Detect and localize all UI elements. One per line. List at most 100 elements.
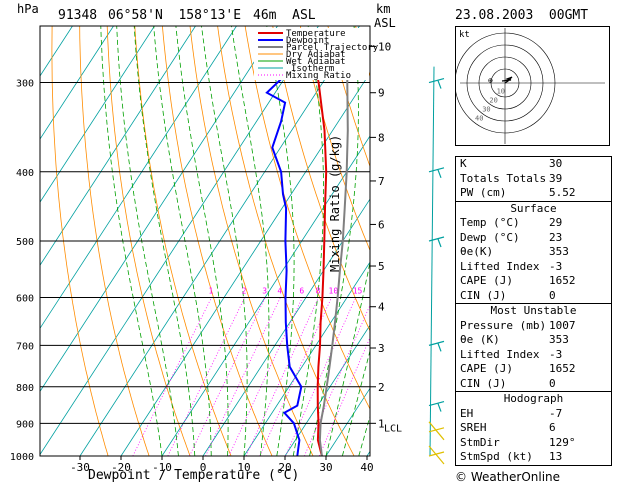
km-tick-label: 1 [378, 417, 385, 430]
wet-adiabat [325, 260, 370, 456]
tt-label: Totals Totals [460, 171, 547, 185]
dry-adiabat [79, 26, 150, 456]
x-tick-label: -10 [152, 461, 172, 474]
wet-adiabat [342, 349, 370, 456]
mixing-ratio-label: 3 [262, 287, 267, 296]
x-axis-title: Dewpoint / Temperature (°C) [88, 468, 300, 483]
wind-barb-flag [437, 80, 442, 89]
hodograph-ring-label: 20 [489, 97, 497, 105]
pressure-tick-label: 1000 [10, 452, 34, 463]
mixing-ratio-line [189, 297, 266, 456]
pressure-tick-label: 500 [16, 237, 34, 248]
legend-dewpoint: Dewpoint [286, 36, 329, 46]
station-location: 06°58'N 158°13'E [108, 8, 242, 23]
sreh-label: SREH [460, 421, 487, 434]
wind-barb [428, 445, 445, 465]
surface-cin-label: CIN (J) [460, 288, 507, 302]
surface-temp-value: 29 [549, 216, 563, 229]
eh-value: -7 [549, 406, 563, 420]
km-tick-label: 9 [378, 87, 385, 100]
mu-pressure-value: 1007 [549, 318, 576, 332]
mixing-ratio-line [205, 297, 281, 456]
hpa-label: hPa [17, 2, 39, 16]
pw-label: PW (cm) [460, 186, 507, 199]
wind-barb [428, 236, 445, 242]
surface-thetae-value: 353 [549, 245, 569, 258]
legend: Temperature Dewpoint Parcel Trajectory D… [254, 28, 379, 81]
wind-barb-flag [437, 403, 442, 412]
wind-barb [428, 77, 445, 84]
km-tick-label: 4 [378, 301, 385, 314]
wet-adiabat [201, 26, 248, 456]
pressure-tick-label: 800 [16, 383, 34, 394]
x-tick-label: 30 [319, 461, 332, 474]
lcl-label: LCL [384, 423, 402, 434]
axes: 300 400 500 600 700 800 900 1000 -30 -20 -10 0 10 20 3… [10, 79, 374, 474]
wind-barb-flag [437, 343, 442, 352]
km-tick-label: 6 [378, 218, 385, 231]
x-tick-label: 10 [237, 461, 250, 474]
temperature-line [309, 38, 328, 456]
parcel-line [318, 38, 349, 456]
surface-title: Surface [456, 200, 611, 217]
dry-adiabat [162, 26, 273, 456]
dry-adiabat [134, 26, 232, 456]
wind-barb [428, 167, 445, 173]
mu-thetae-value: 353 [549, 333, 569, 346]
surface-dewp-value: 23 [549, 230, 563, 244]
wind-barb-flag [437, 238, 442, 248]
dry-adiabat [51, 26, 109, 456]
x-tick-label: 40 [360, 461, 373, 474]
legend-mixing: Mixing Ratio [286, 71, 351, 81]
hodograph-frame [455, 26, 610, 146]
stmspd-value: 13 [549, 450, 563, 463]
sreh-value: 6 [549, 421, 556, 434]
wind-barb [428, 401, 445, 407]
x-tick-label: -20 [111, 461, 131, 474]
km-tick-label: 2 [378, 381, 385, 394]
unstable-title: Most Unstable [456, 303, 611, 319]
legend-isotherm: Isotherm [291, 64, 334, 74]
dry-adiabat [244, 26, 370, 410]
hodograph-unit: kt [459, 30, 470, 40]
sounding-series [256, 37, 349, 456]
mixing-ratio-label: 25 [384, 287, 394, 296]
km-tick-label: 5 [378, 260, 385, 273]
isotherm-line [284, 324, 370, 456]
legend-temperature: Temperature [286, 29, 346, 39]
pressure-tick-label: 900 [16, 419, 34, 430]
pressure-tick-label: 700 [16, 341, 34, 352]
surface-cape-value: 1652 [549, 274, 576, 287]
dry-adiabat [189, 26, 314, 456]
mu-pressure-label: Pressure (mb) [460, 318, 547, 332]
wet-adiabat [292, 26, 324, 456]
plot-frame [39, 25, 371, 457]
hodograph-trace [501, 76, 513, 84]
dry-adiabat [272, 26, 370, 332]
mixing-ratio-label: 2 [242, 287, 247, 296]
legend-wet: Wet Adiabat [286, 57, 346, 67]
dry-adiabat [327, 26, 370, 168]
wind-barb [428, 427, 445, 433]
pw-value: 5.52 [549, 186, 576, 199]
hodo-title: Hodograph [456, 391, 611, 407]
mixing-ratio-label: 1 [208, 287, 213, 296]
surface-dewp-label: Dewp (°C) [460, 230, 520, 244]
mixing-ratio-label: 8 [316, 287, 321, 296]
wind-barb [428, 451, 445, 457]
asl-label: ASL [374, 16, 396, 30]
station-elevation: 46m ASL [253, 8, 316, 23]
mixing-ratio-label: 20 [370, 287, 380, 296]
wet-adiabat [266, 26, 295, 456]
wind-barb [428, 421, 445, 441]
pressure-tick-label: 300 [16, 79, 34, 90]
credit: © WeatherOnline [455, 470, 561, 484]
tt-value: 39 [549, 171, 563, 185]
hodograph-ring-label: 30 [482, 106, 490, 114]
mu-li-value: -3 [549, 347, 563, 361]
mixing-ratio-line [167, 297, 246, 456]
wind-profile-line [429, 66, 435, 457]
surface-li-value: -3 [549, 259, 563, 273]
